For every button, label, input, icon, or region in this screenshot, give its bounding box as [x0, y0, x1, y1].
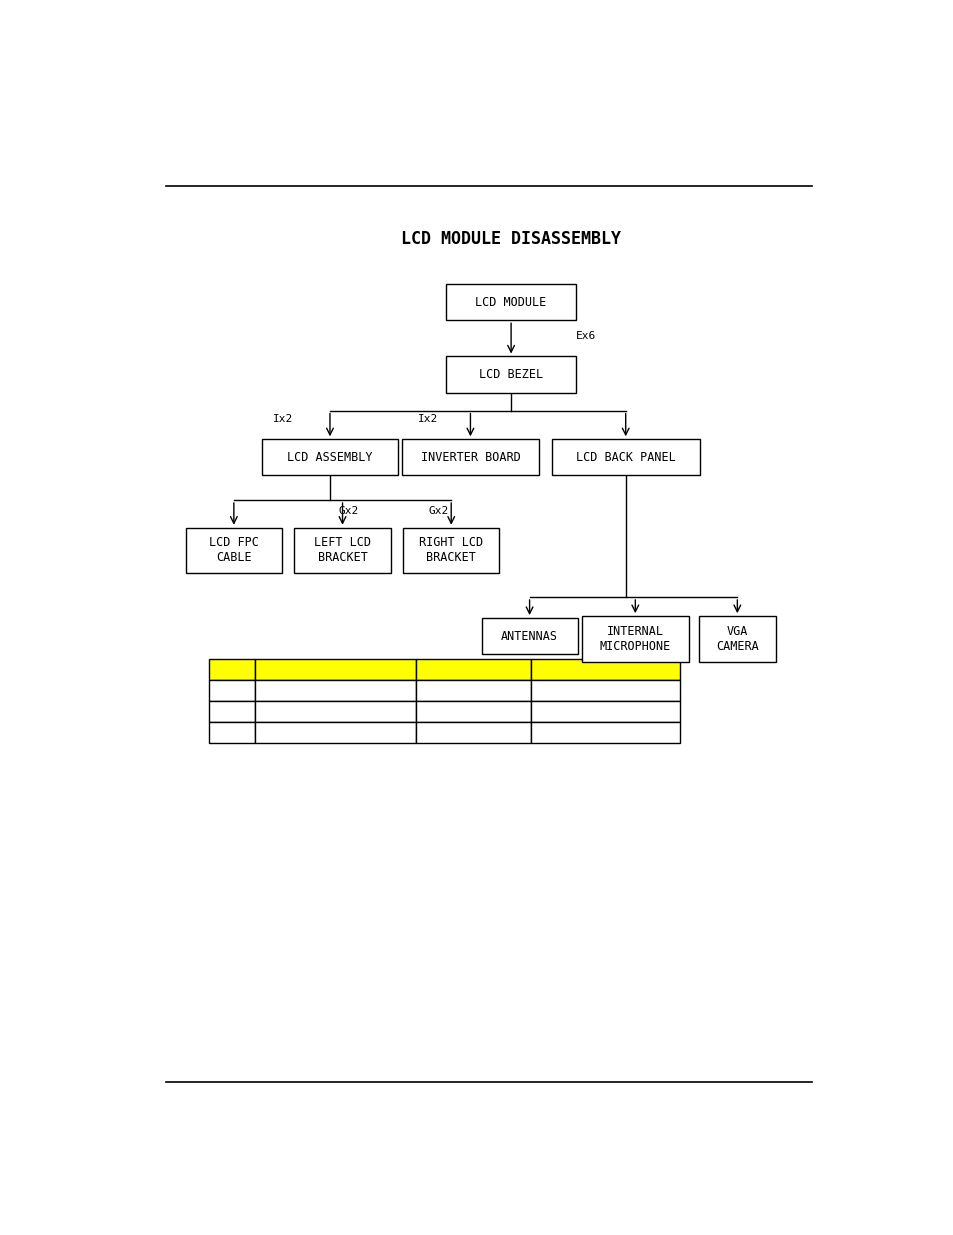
Bar: [255, 679, 416, 700]
Text: INVERTER BOARD: INVERTER BOARD: [420, 451, 519, 464]
Bar: [255, 658, 416, 679]
Bar: [698, 616, 776, 662]
Text: LCD BEZEL: LCD BEZEL: [478, 368, 542, 382]
Text: LCD MODULE: LCD MODULE: [475, 295, 546, 309]
Text: LCD ASSEMBLY: LCD ASSEMBLY: [287, 451, 373, 464]
Bar: [481, 618, 578, 655]
Bar: [255, 700, 416, 721]
Bar: [210, 700, 255, 721]
Text: ANTENNAS: ANTENNAS: [500, 630, 558, 642]
Bar: [210, 679, 255, 700]
Bar: [210, 721, 255, 742]
Bar: [261, 440, 398, 475]
Text: LCD MODULE DISASSEMBLY: LCD MODULE DISASSEMBLY: [400, 230, 620, 247]
Text: Ix2: Ix2: [417, 414, 437, 424]
Bar: [255, 721, 416, 742]
Bar: [531, 679, 679, 700]
Text: Ex6: Ex6: [575, 331, 595, 342]
Text: VGA
CAMERA: VGA CAMERA: [715, 625, 758, 653]
Bar: [446, 284, 576, 320]
Bar: [531, 658, 679, 679]
Text: LCD BACK PANEL: LCD BACK PANEL: [576, 451, 675, 464]
Text: Ix2: Ix2: [273, 414, 293, 424]
Bar: [294, 527, 390, 573]
Text: LCD FPC
CABLE: LCD FPC CABLE: [209, 536, 258, 564]
Text: INTERNAL
MICROPHONE: INTERNAL MICROPHONE: [599, 625, 670, 653]
Text: Gx2: Gx2: [428, 506, 448, 516]
Bar: [581, 616, 688, 662]
Bar: [401, 440, 538, 475]
Bar: [186, 527, 282, 573]
Text: LEFT LCD
BRACKET: LEFT LCD BRACKET: [314, 536, 371, 564]
Bar: [416, 658, 531, 679]
Bar: [446, 357, 576, 393]
Text: RIGHT LCD
BRACKET: RIGHT LCD BRACKET: [418, 536, 483, 564]
Bar: [416, 679, 531, 700]
Bar: [531, 700, 679, 721]
Bar: [416, 721, 531, 742]
Text: Gx2: Gx2: [337, 506, 358, 516]
Bar: [403, 527, 498, 573]
Bar: [210, 658, 255, 679]
Bar: [531, 721, 679, 742]
Bar: [416, 700, 531, 721]
Bar: [551, 440, 699, 475]
